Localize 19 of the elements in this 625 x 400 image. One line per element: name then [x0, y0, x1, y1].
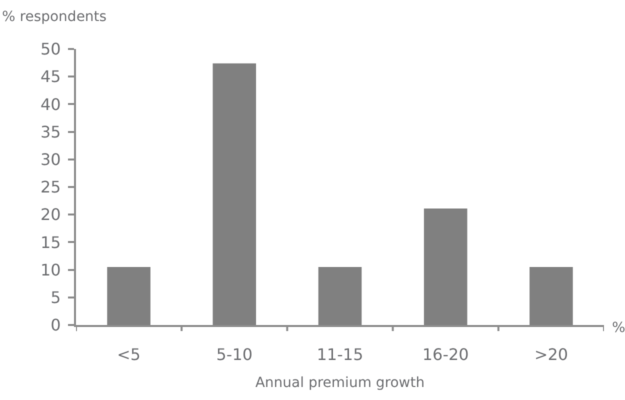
y-tick-label: 45 [40, 67, 61, 86]
x-tick-label: 11-15 [316, 345, 364, 364]
y-tick-label: 35 [40, 122, 61, 142]
y-tick-label: 0 [50, 316, 61, 335]
x-axis-title: Annual premium growth [255, 375, 425, 391]
y-tick-label: 5 [50, 288, 61, 307]
y-tick-label: 50 [40, 40, 61, 59]
x-tick-label: >20 [534, 345, 568, 364]
y-tick-label: 20 [40, 205, 61, 224]
text: % [612, 320, 625, 336]
y-tick-label: 25 [40, 178, 61, 197]
y-axis-title: % respondents [2, 9, 107, 25]
y-tick-label: 30 [40, 150, 61, 169]
y-tick-label: 40 [40, 94, 61, 114]
y-tick-label: 15 [40, 232, 61, 252]
x-tick-label: 5-10 [216, 345, 253, 364]
x-tick-label: <5 [117, 345, 141, 364]
y-tick-label: 10 [40, 260, 61, 280]
x-tick-label: 16-20 [422, 345, 469, 364]
